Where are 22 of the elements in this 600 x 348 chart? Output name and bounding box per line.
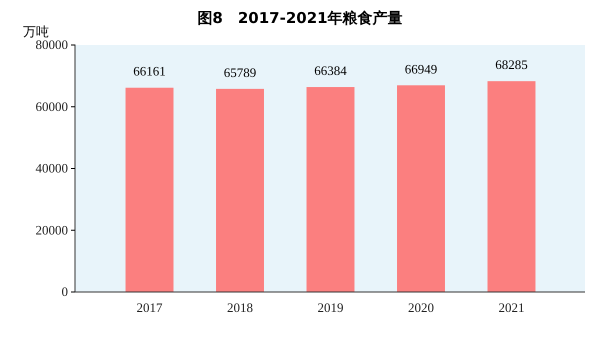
y-tick-label: 60000 bbox=[36, 98, 68, 114]
data-label: 66384 bbox=[314, 63, 348, 78]
y-tick-label: 80000 bbox=[36, 37, 68, 52]
bar bbox=[216, 88, 264, 292]
data-label: 66949 bbox=[404, 61, 438, 76]
chart-title: 图8 2017-2021年粮食产量 bbox=[197, 9, 403, 27]
bar bbox=[488, 81, 536, 292]
y-tick-label: 0 bbox=[62, 284, 68, 300]
bar bbox=[126, 88, 174, 292]
bar bbox=[306, 87, 354, 292]
data-label: 65789 bbox=[224, 64, 256, 80]
data-label: 68285 bbox=[495, 57, 528, 72]
x-tick-label: 2021 bbox=[498, 300, 524, 315]
y-axis-title: 万吨 bbox=[23, 24, 49, 39]
y-tick-label: 20000 bbox=[36, 222, 68, 238]
x-tick-label: 2019 bbox=[318, 300, 344, 315]
y-tick-label: 40000 bbox=[36, 160, 68, 176]
x-tick-label: 2017 bbox=[136, 300, 164, 315]
x-tick-label: 2018 bbox=[227, 300, 254, 315]
bar bbox=[397, 85, 445, 292]
x-tick-label: 2020 bbox=[408, 300, 434, 315]
data-label: 66161 bbox=[133, 64, 166, 79]
